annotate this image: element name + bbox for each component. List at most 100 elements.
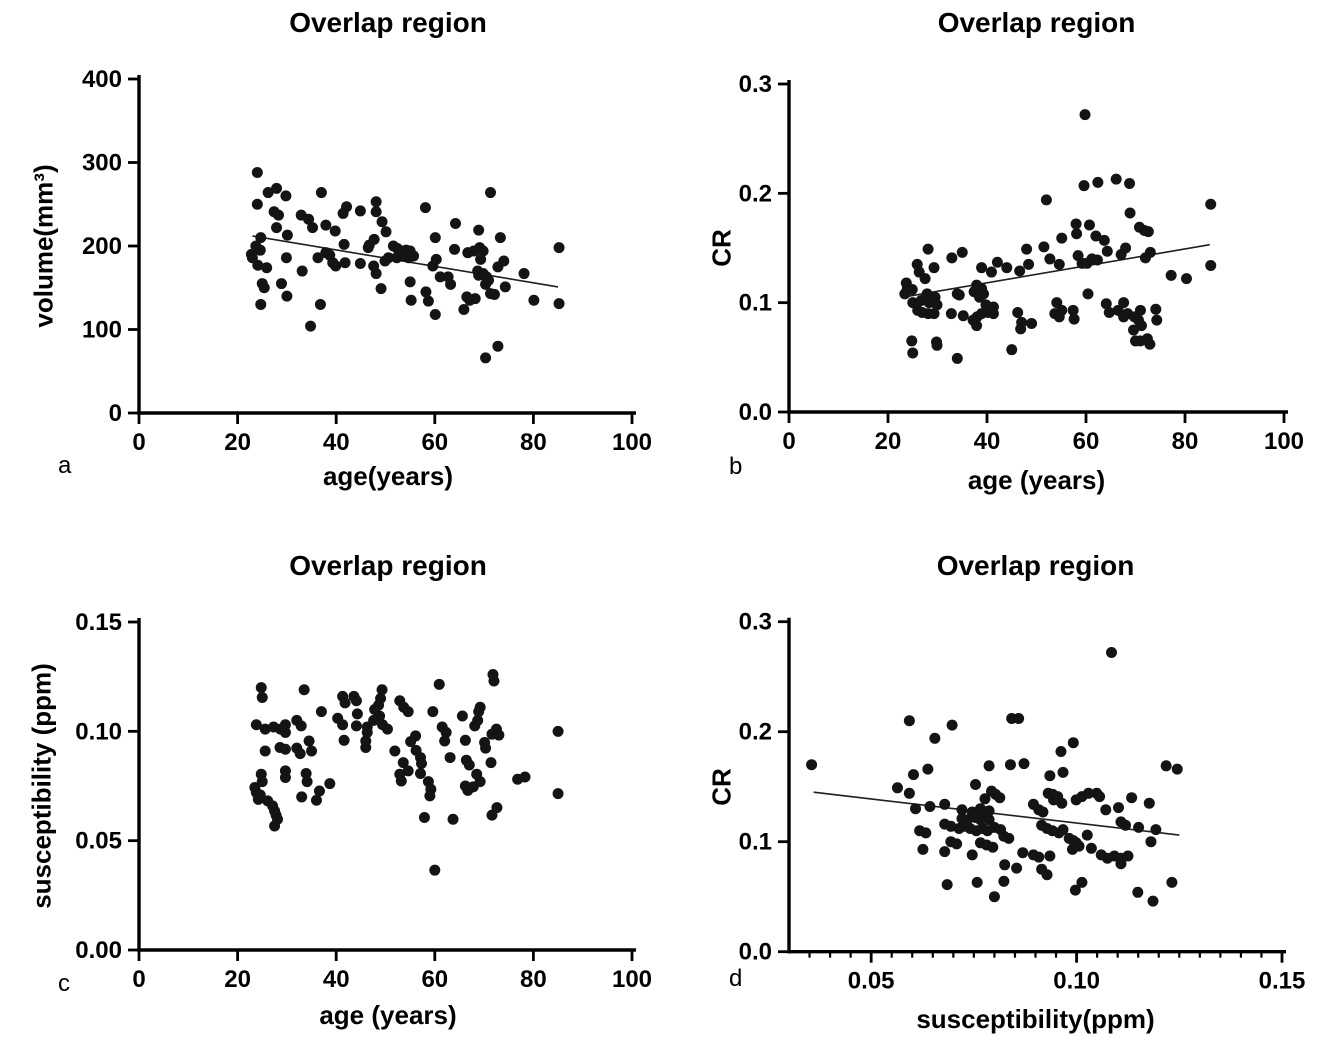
scatter-point <box>998 875 1010 887</box>
scatter-point <box>279 743 291 755</box>
x-tick-label: 40 <box>323 429 350 456</box>
scatter-point <box>422 295 434 307</box>
scatter-point <box>1143 797 1155 809</box>
scatter-point <box>447 813 459 825</box>
scatter-point <box>281 229 293 241</box>
x-tick-label: 40 <box>323 966 350 993</box>
scatter-point <box>370 196 382 208</box>
panel-b-x-axis-label: age (years) <box>967 465 1106 495</box>
scatter-point <box>391 252 403 264</box>
panel-d-x-axis-label: susceptibility(ppm) <box>916 1004 1155 1034</box>
scatter-point <box>1044 770 1056 782</box>
scatter-point <box>389 745 401 757</box>
scatter-point <box>255 298 267 310</box>
scatter-point <box>320 219 332 231</box>
x-tick-label: 20 <box>224 429 251 456</box>
scatter-point <box>1079 109 1091 121</box>
scatter-point <box>519 771 531 783</box>
scatter-point <box>305 320 317 332</box>
scatter-point <box>280 190 292 202</box>
scatter-point <box>1078 180 1090 192</box>
scatter-point <box>939 846 951 858</box>
scatter-point <box>552 725 564 737</box>
scatter-point <box>475 253 487 265</box>
scatter-point <box>1205 259 1217 271</box>
scatter-point <box>999 859 1011 871</box>
y-tick-label: 0.15 <box>75 609 122 636</box>
scatter-point <box>1033 851 1045 863</box>
scatter-point <box>402 765 414 777</box>
scatter-point <box>1055 746 1067 757</box>
scatter-point <box>262 187 274 199</box>
scatter-point <box>1090 230 1102 242</box>
scatter-point <box>906 335 918 347</box>
scatter-point <box>480 352 492 364</box>
scatter-point <box>480 742 492 754</box>
scatter-point <box>397 757 409 769</box>
scatter-point <box>1128 324 1140 336</box>
scatter-point <box>891 782 903 794</box>
scatter-point <box>1126 792 1138 804</box>
scatter-point <box>1115 858 1127 870</box>
scatter-point <box>957 310 969 322</box>
scatter-point <box>1004 759 1016 771</box>
scatter-point <box>1082 787 1094 799</box>
scatter-point <box>1070 218 1082 230</box>
scatter-point <box>1083 219 1095 231</box>
scatter-point <box>445 278 457 290</box>
scatter-point <box>1082 288 1094 300</box>
scatter-point <box>415 757 427 769</box>
panel-b-y-axis-label: CR <box>706 229 737 267</box>
scatter-point <box>295 720 307 732</box>
scatter-point <box>415 768 427 780</box>
x-tick-label: 100 <box>612 429 652 456</box>
scatter-point <box>256 691 268 703</box>
scatter-point <box>983 814 995 826</box>
scatter-point <box>324 778 336 790</box>
scatter-point <box>1001 262 1013 274</box>
scatter-point <box>337 719 349 731</box>
scatter-point <box>917 843 929 855</box>
x-tick-label: 80 <box>1172 428 1199 455</box>
scatter-point <box>279 719 291 731</box>
scatter-point <box>1066 843 1078 855</box>
scatter-point <box>338 734 350 746</box>
scatter-point <box>493 729 505 741</box>
scatter-point <box>301 776 313 788</box>
scatter-point <box>922 243 934 255</box>
scatter-point <box>971 320 983 332</box>
scatter-point <box>518 268 530 280</box>
scatter-point <box>1053 311 1065 323</box>
scatter-point <box>988 891 1000 903</box>
scatter-point <box>486 809 498 821</box>
scatter-point <box>298 684 310 696</box>
scatter-point <box>498 255 510 267</box>
panel-d-y-axis-label: CR <box>706 768 737 806</box>
scatter-point <box>376 684 388 696</box>
scatter-point <box>1139 252 1151 264</box>
scatter-point <box>1081 829 1093 841</box>
scatter-point <box>405 294 417 306</box>
x-tick-label: 60 <box>421 429 448 456</box>
scatter-point <box>404 276 416 288</box>
scatter-point <box>1069 884 1081 896</box>
scatter-point <box>1071 228 1083 240</box>
scatter-point <box>907 769 919 781</box>
scatter-point <box>303 735 315 747</box>
scatter-point <box>931 339 943 351</box>
scatter-point <box>255 682 267 694</box>
scatter-point <box>379 255 391 267</box>
scatter-point <box>1150 303 1162 315</box>
y-tick-label: 0.2 <box>739 719 772 746</box>
scatter-point <box>294 748 306 760</box>
scatter-point <box>439 735 451 747</box>
scatter-point <box>553 242 565 254</box>
scatter-point <box>375 283 387 295</box>
scatter-point <box>360 742 372 754</box>
scatter-point <box>979 793 991 805</box>
scatter-point <box>1103 307 1115 319</box>
scatter-point <box>1053 258 1065 270</box>
scatter-point <box>338 238 350 250</box>
